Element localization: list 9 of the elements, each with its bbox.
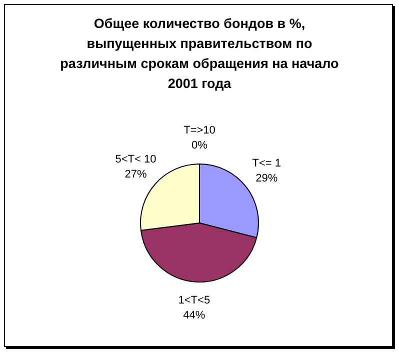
slice-label: T<= 1 [252, 157, 282, 170]
chart-title: Общее количество бондов в %, выпущенных правительством по различным срокам обращения на начало 2001 года [60, 15, 339, 93]
category-label: T=>10 [184, 124, 216, 137]
data-label: 29% [256, 172, 278, 184]
slice-label: 1<T<5 [178, 294, 210, 306]
text: 0% [192, 140, 208, 152]
slice-label: 5<T< 10 [115, 153, 156, 166]
data-label: 27% [124, 168, 147, 180]
data-label: 44% [183, 309, 206, 322]
